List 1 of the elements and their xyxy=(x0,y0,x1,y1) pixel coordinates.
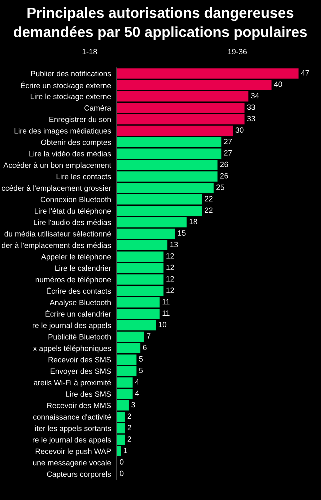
chart-title: Principales autorisations dangereuses demandées par 50 applications populaires xyxy=(14,8,308,40)
